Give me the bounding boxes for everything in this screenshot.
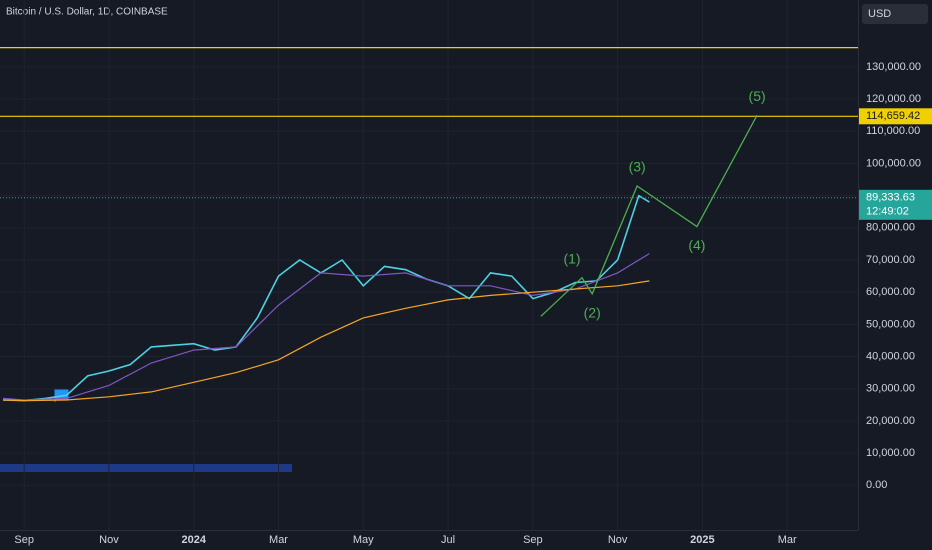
y-tick-label: 50,000.00 bbox=[866, 318, 915, 330]
x-tick-label: 2025 bbox=[690, 534, 714, 546]
wave-label: (4) bbox=[688, 237, 705, 253]
y-tick-label: 10,000.00 bbox=[866, 447, 915, 459]
y-tick-label: 40,000.00 bbox=[866, 350, 915, 362]
y-tick-label: 0.00 bbox=[866, 479, 887, 491]
countdown-label: 12:49:02 bbox=[866, 206, 909, 218]
x-tick-label: Mar bbox=[778, 534, 797, 546]
series-line bbox=[2, 253, 650, 401]
price-tag-label: 114,659.42 bbox=[866, 110, 920, 122]
currency-button[interactable] bbox=[862, 4, 928, 24]
last-price-tag bbox=[859, 189, 932, 220]
y-tick-label: 30,000.00 bbox=[866, 383, 915, 395]
x-tick-label: Mar bbox=[269, 534, 288, 546]
price-tag bbox=[859, 108, 932, 125]
x-tick-label: Nov bbox=[99, 534, 119, 546]
y-tick-label: 100,000.00 bbox=[866, 157, 921, 169]
x-tick-label: Jul bbox=[441, 534, 455, 546]
chart-title: Bitcoin / U.S. Dollar, 1D, COINBASE bbox=[6, 7, 168, 18]
wave-label: (1) bbox=[563, 250, 580, 266]
range-band bbox=[0, 464, 292, 472]
y-tick-label: 80,000.00 bbox=[866, 222, 915, 234]
y-tick-label: 120,000.00 bbox=[866, 93, 921, 105]
y-tick-label: 130,000.00 bbox=[866, 61, 921, 73]
x-tick-label: 2024 bbox=[181, 534, 206, 546]
wave-line bbox=[540, 114, 758, 317]
x-tick-label: May bbox=[353, 534, 374, 546]
x-tick-label: Nov bbox=[608, 534, 628, 546]
currency-label[interactable]: USD bbox=[868, 8, 891, 20]
x-tick-label: Sep bbox=[14, 534, 34, 546]
y-tick-label: 110,000.00 bbox=[866, 125, 920, 137]
y-tick-label: 70,000.00 bbox=[866, 254, 915, 266]
y-tick-label: 60,000.00 bbox=[866, 286, 915, 298]
wave-label: (3) bbox=[629, 159, 646, 175]
y-tick-label: 20,000.00 bbox=[866, 415, 915, 427]
x-tick-label: Sep bbox=[523, 534, 543, 546]
series-line bbox=[2, 280, 650, 402]
last-price-label: 89,333.63 bbox=[866, 192, 915, 204]
wave-label: (2) bbox=[584, 305, 601, 321]
wave-label: (5) bbox=[749, 88, 766, 104]
